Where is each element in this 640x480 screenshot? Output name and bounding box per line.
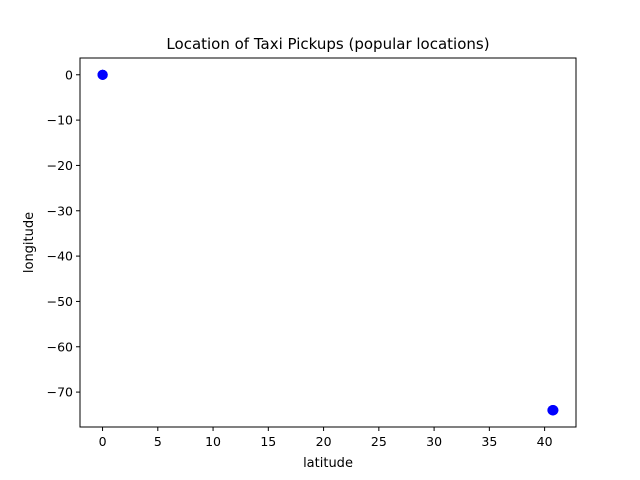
y-axis-label: longitude (22, 212, 37, 273)
y-tick-label: −10 (47, 113, 73, 128)
x-tick-label: 5 (154, 434, 162, 449)
y-tick-label: −70 (47, 385, 73, 400)
chart-title: Location of Taxi Pickups (popular locati… (166, 35, 489, 53)
x-tick-label: 0 (99, 434, 107, 449)
x-tick-label: 20 (316, 434, 332, 449)
y-tick-label: −20 (47, 158, 73, 173)
y-axis: 0 −10 −20 −30 −40 −50 −60 −70 (47, 67, 80, 400)
x-tick-label: 30 (426, 434, 442, 449)
x-axis-label: latitude (303, 456, 353, 471)
x-tick-label: 35 (481, 434, 497, 449)
plot-area (79, 57, 577, 428)
x-tick-label: 40 (537, 434, 553, 449)
x-tick-label: 25 (371, 434, 387, 449)
y-tick-label: −40 (47, 249, 73, 264)
data-point (97, 69, 108, 80)
x-tick-label: 15 (260, 434, 276, 449)
scatter-points (97, 69, 559, 416)
y-tick-label: −30 (47, 203, 73, 218)
y-tick-label: 0 (65, 67, 73, 82)
data-point (547, 405, 558, 416)
x-tick-label: 10 (205, 434, 221, 449)
y-tick-label: −60 (47, 339, 73, 354)
x-axis: 0 5 10 15 20 25 30 35 40 (99, 427, 553, 449)
y-tick-label: −50 (47, 294, 73, 309)
